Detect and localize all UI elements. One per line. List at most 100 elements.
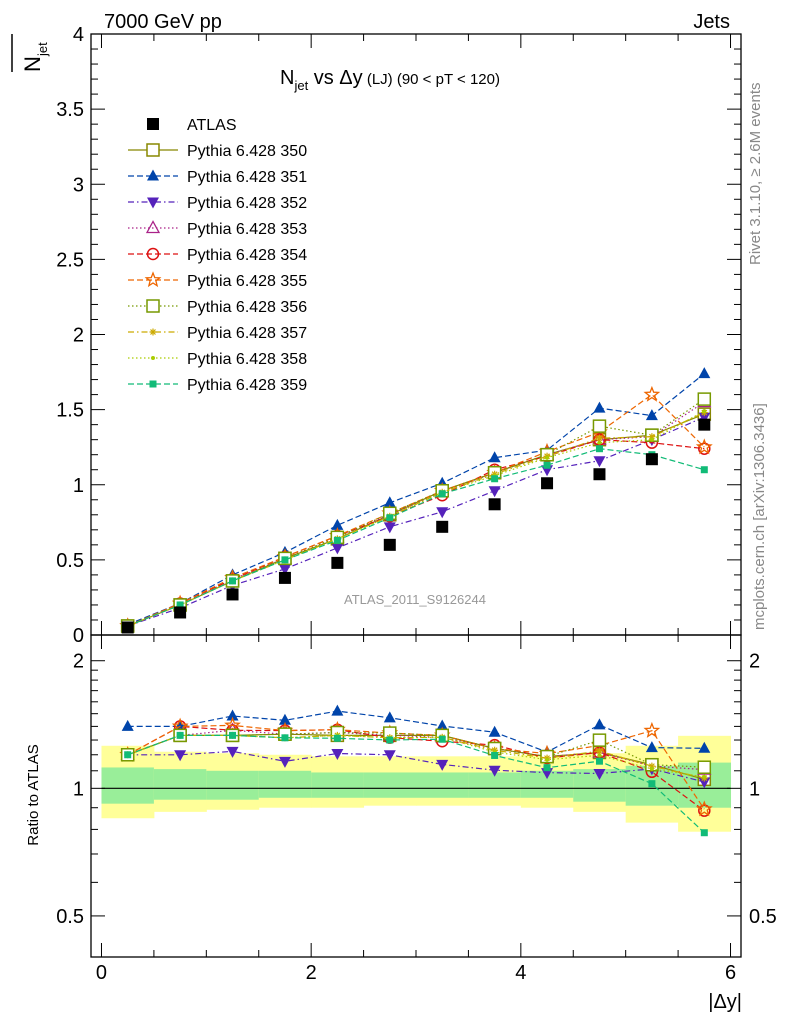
title-main: N [280,67,294,89]
ratio-9-point-4 [333,734,341,742]
series-2-point-11 [698,412,711,424]
data-point-1 [174,606,187,619]
series-6-point-11 [697,392,712,406]
ratio-1-point-11 [698,741,711,753]
band-green-7 [468,772,522,798]
data-point-7 [488,498,501,511]
legend-marker-2 [147,197,159,209]
legend-label-1: Pythia 6.428 351 [187,169,307,186]
xtick-label-1: 2 [306,962,317,984]
legend-marker-1 [147,169,159,181]
data-point-11 [698,418,711,431]
ratio-2-point-3 [278,756,291,768]
ratio-line-2 [127,750,705,783]
data-point-6 [436,520,449,533]
series-1-point-7 [488,451,501,463]
series-8-point-10 [649,437,654,442]
ratio-1-point-3 [278,713,291,725]
ratio-line-3 [127,729,705,771]
ytick-label-top-3: 1.5 [56,400,84,422]
ratio-4-point-11 [698,804,711,817]
ratio-5-point-10 [643,721,661,738]
xtick-label-3: 6 [725,962,736,984]
ylabel-top: N jet [20,42,50,72]
ratio-series [119,704,713,837]
series-9-point-2 [229,577,237,585]
legend-marker-8 [151,356,155,360]
series-1-point-4 [331,518,344,530]
ylabel-top-main: N [20,56,45,72]
ratio-1-point-2 [226,709,239,721]
side-label-mcplots: mcplots.cern.ch [arXiv:1306.3436] [751,403,768,630]
ratio-9-point-11 [700,829,708,837]
ratio-9-point-6 [438,735,446,743]
ratio-9-point-5 [386,736,394,744]
band-green-2 [206,770,260,800]
ratio-line-1 [127,710,705,753]
ratio-9-point-9 [595,757,603,765]
band-green-0 [101,767,155,804]
ratio-2-point-5 [383,750,396,762]
series-9-point-9 [595,445,603,453]
data-point-5 [383,538,396,551]
ytick-label-bottom-right-1: 1 [749,778,760,800]
data-point-2 [226,588,239,601]
ratio-2-point-1 [174,750,187,762]
data-point-10 [645,453,658,466]
legend: ATLAS Pythia 6.428 350 Pythia 6.428 351 Pyt… [128,117,307,394]
series-9-point-7 [491,475,499,483]
title-small: (LJ) [363,71,393,88]
ratio-line-4 [127,725,705,812]
series-1-point-5 [383,496,396,508]
ratio-8-point-11 [702,774,707,779]
data-point-4 [331,556,344,569]
legend-label-7: Pythia 6.428 357 [187,325,307,342]
legend-marker-4 [146,247,160,261]
legend-marker-9 [149,380,157,388]
series-1-point-9 [593,401,606,413]
data-point-0 [121,621,134,634]
series-5-point-11 [695,438,713,455]
series-2-point-5 [383,522,396,534]
ratio-5-point-2 [224,716,241,733]
ratio-1-point-4 [331,704,344,716]
series-line-9 [127,448,705,627]
legend-marker-3 [145,220,161,234]
ratio-1-point-9 [593,718,606,730]
series-2-point-6 [436,507,449,519]
series-2-point-4 [331,543,344,555]
header-left: 7000 GeV pp [104,11,222,33]
ytick-label-bottom-right-2: 2 [749,651,760,673]
data-point-3 [278,571,291,584]
series-8-point-11 [702,409,707,414]
series-9-point-5 [386,514,394,522]
ratio-6-point-9 [592,733,607,747]
ytick-label-bottom-left-2: 2 [73,651,84,673]
legend-label-8: Pythia 6.428 358 [187,351,307,368]
ratio-2-point-2 [226,746,239,758]
series-2-point-7 [488,486,501,498]
ratio-1-point-6 [436,719,449,731]
legend-label-data: ATLAS [187,117,237,134]
band-green-5 [363,772,417,798]
ratio-2-point-7 [488,765,501,777]
plot-title: Njet vs Δy (LJ) (90 < pT < 120) [280,67,500,93]
ratio-2-point-9 [593,768,606,780]
ytick-label-bottom-right-0: 0.5 [749,906,777,928]
data-point-8 [541,477,554,490]
legend-marker-0 [146,143,160,157]
ratio-2-point-6 [436,759,449,771]
ratio-9-point-10 [648,780,656,788]
series-5-point-10 [643,385,661,402]
legend-label-5: Pythia 6.428 355 [187,273,307,290]
band-green-6 [416,772,469,798]
ytick-label-top-7: 3.5 [56,99,84,121]
series-9-point-3 [281,556,289,564]
xlabel: |Δy| [708,991,742,1013]
legend-marker-6 [146,299,160,313]
band-green-4 [311,772,365,798]
ratio-line-5 [127,724,705,810]
ratio-8-point-8 [545,757,550,762]
ratio-9-point-2 [229,731,237,739]
